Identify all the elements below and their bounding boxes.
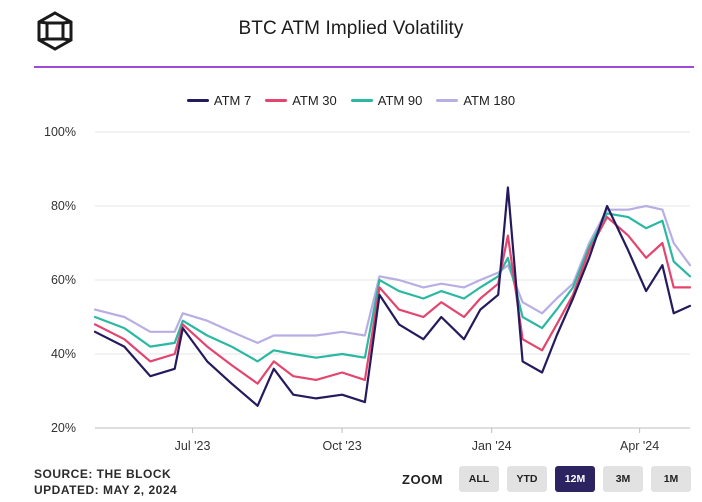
x-tick-label: Jan '24	[472, 439, 512, 453]
x-tick-label: Apr '24	[620, 439, 659, 453]
legend-label: ATM 180	[463, 93, 516, 108]
legend-label: ATM 30	[292, 93, 337, 108]
zoom-12m-button[interactable]: 12M	[555, 466, 595, 492]
legend-label: ATM 7	[213, 93, 252, 108]
zoom-ytd-button[interactable]: YTD	[507, 466, 547, 492]
legend-item-atm30[interactable]: ATM 30	[265, 93, 337, 108]
series-line-atm30	[93, 216, 692, 385]
zoom-all-button[interactable]: ALL	[459, 466, 499, 492]
legend-swatch	[350, 99, 373, 102]
legend-swatch	[265, 99, 288, 102]
legend-swatch	[436, 99, 459, 102]
zoom-3m-button[interactable]: 3M	[603, 466, 643, 492]
y-tick-label: 100%	[44, 125, 76, 139]
chart-footer: SOURCE: THE BLOCK UPDATED: MAY 2, 2024	[34, 466, 177, 498]
series-line-atm7	[93, 186, 692, 407]
zoom-controls: ZOOM ALL YTD 12M 3M 1M	[402, 466, 691, 492]
zoom-1m-button[interactable]: 1M	[651, 466, 691, 492]
legend-swatch	[186, 99, 209, 102]
updated-text: UPDATED: MAY 2, 2024	[34, 483, 178, 497]
x-tick-label: Jul '23	[175, 439, 211, 453]
chart-title: BTC ATM Implied Volatility	[238, 18, 464, 39]
the-block-logo-icon	[37, 11, 73, 51]
y-tick-label: 60%	[51, 273, 76, 287]
chart-legend: ATM 7 ATM 30 ATM 90 ATM 180	[0, 93, 702, 108]
legend-item-atm90[interactable]: ATM 90	[350, 93, 423, 108]
title-divider	[34, 66, 694, 68]
source-text: SOURCE: THE BLOCK	[34, 467, 172, 481]
zoom-label: ZOOM	[402, 471, 443, 487]
x-tick-label: Oct '23	[322, 439, 361, 453]
legend-item-atm180[interactable]: ATM 180	[436, 93, 515, 108]
y-tick-label: 20%	[51, 421, 76, 435]
legend-item-atm7[interactable]: ATM 7	[186, 93, 252, 108]
y-tick-label: 80%	[51, 199, 76, 213]
legend-label: ATM 90	[377, 93, 423, 108]
y-tick-label: 40%	[51, 347, 76, 361]
series-line-atm90	[93, 212, 692, 363]
